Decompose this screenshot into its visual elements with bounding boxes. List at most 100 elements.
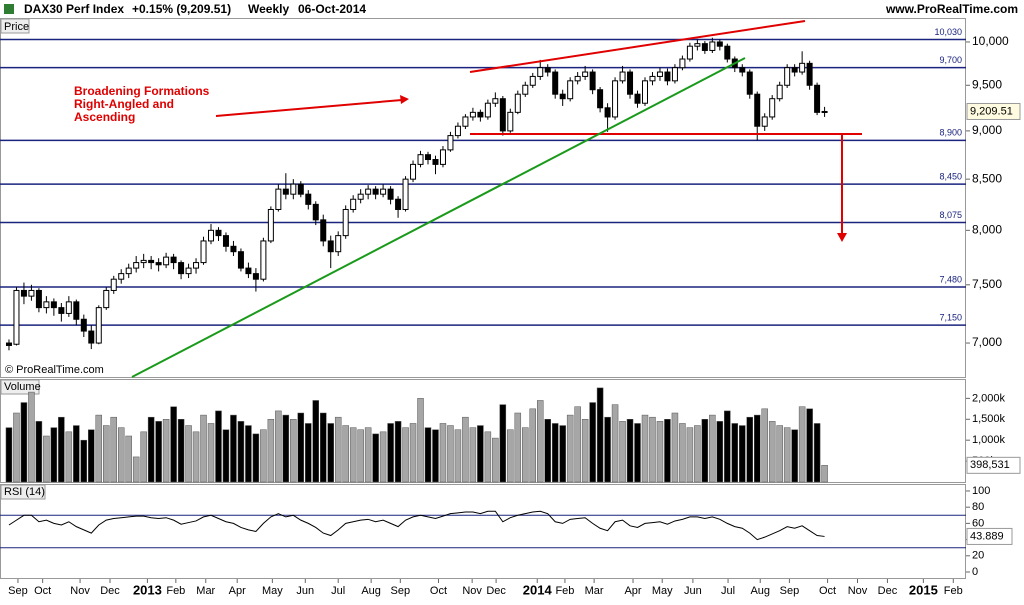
candle-body [776, 84, 783, 100]
volume-bar [95, 414, 103, 483]
y-tick-label: 80 [972, 501, 984, 513]
x-tick-label: Oct [430, 585, 447, 597]
x-tick-label: Oct [34, 585, 51, 597]
candle-body [746, 71, 753, 95]
volume-bar [492, 437, 499, 483]
candle-body [514, 93, 521, 113]
volume-bar [43, 435, 50, 483]
volume-bar [155, 421, 162, 483]
panel-tab [0, 379, 40, 395]
candle-body [297, 183, 304, 195]
candle-body [597, 89, 604, 109]
volume-bar [125, 435, 132, 483]
candle-body [118, 273, 125, 280]
candle-body [35, 289, 42, 309]
candle-body [163, 256, 170, 266]
volume-bar [28, 391, 35, 483]
y-tick-label: 2,000k [972, 392, 1006, 404]
candle-body [641, 80, 648, 104]
x-tick-label: Aug [361, 585, 381, 597]
candle-body [170, 256, 177, 264]
volume-bar [334, 416, 342, 483]
candle-body [739, 67, 746, 73]
panel-tab [0, 18, 30, 34]
y-tick-label: 100 [972, 485, 990, 497]
volume-bar [364, 427, 372, 483]
candle-body [791, 67, 798, 73]
y-tick-label: 9,000 [972, 123, 1002, 137]
volume-bar [140, 431, 147, 483]
candle-body [290, 183, 297, 195]
arrow-head [837, 233, 847, 242]
volume-bar [566, 414, 574, 483]
candle-body [484, 102, 491, 118]
candle-body [469, 111, 476, 118]
candle-body [312, 203, 319, 221]
candle-body [724, 45, 731, 60]
candle-body [612, 80, 619, 118]
candle-body [58, 307, 65, 314]
arrow [215, 99, 403, 117]
volume-bar [170, 406, 177, 483]
candle-body [447, 135, 454, 151]
volume-bar [499, 404, 507, 483]
candle-body [821, 110, 828, 113]
x-tick-label: Aug [750, 585, 770, 597]
volume-bar [207, 423, 215, 483]
volume-bar [761, 408, 768, 483]
volume-bar [267, 419, 275, 483]
candle-body [200, 240, 207, 264]
volume-bar [132, 456, 140, 483]
volume-bar [641, 414, 649, 483]
candle-body [686, 45, 693, 60]
app-icon [4, 4, 14, 14]
candle-body [604, 107, 611, 118]
volume-bar [432, 429, 439, 483]
candle-body [769, 98, 776, 118]
candle-body [417, 154, 424, 165]
y-tick-label: 10,000 [972, 34, 1009, 48]
volume-bar [185, 425, 192, 483]
volume-bar [739, 425, 746, 483]
volume-bar [275, 410, 282, 483]
candle-body [454, 125, 461, 137]
candle-body [671, 67, 678, 82]
volume-bar [731, 423, 739, 483]
candle-body [335, 235, 342, 253]
candle-body [155, 262, 162, 266]
candle-body [320, 219, 327, 242]
candle-body [275, 188, 282, 210]
candle-body [492, 98, 499, 104]
x-tick-label: Sep [780, 585, 800, 597]
x-tick-label: 2015 [909, 582, 938, 597]
panel-label: Volume [4, 381, 41, 393]
volume-bar [574, 406, 581, 483]
candle-body [342, 208, 349, 237]
volume-bar [387, 423, 394, 483]
volume-bar [821, 465, 828, 483]
candle-body [634, 93, 641, 104]
trend-line [131, 57, 746, 378]
candle-body [305, 193, 312, 205]
volume-bar [379, 431, 387, 483]
candle-body [95, 307, 102, 344]
x-tick-label: May [652, 585, 673, 597]
volume-bar [260, 429, 267, 483]
volume-bar [701, 419, 709, 483]
volume-bar [65, 431, 73, 483]
candle-body [544, 67, 551, 73]
x-tick-label: May [262, 585, 283, 597]
panel-label: RSI (14) [4, 486, 45, 498]
volume-bar [649, 416, 656, 483]
instrument-title: DAX30 Perf Index [24, 2, 124, 16]
volume-bar [694, 425, 701, 483]
candle-body [462, 116, 469, 127]
annotations: Broadening Formations Right-Angled and A… [74, 20, 862, 378]
volume-bar [484, 431, 492, 483]
volume-bar [297, 412, 305, 483]
candle-body [282, 188, 289, 195]
x-tick-label: Feb [944, 585, 963, 597]
volume-bar [611, 404, 619, 483]
y-tick-label: 7,500 [972, 277, 1002, 291]
